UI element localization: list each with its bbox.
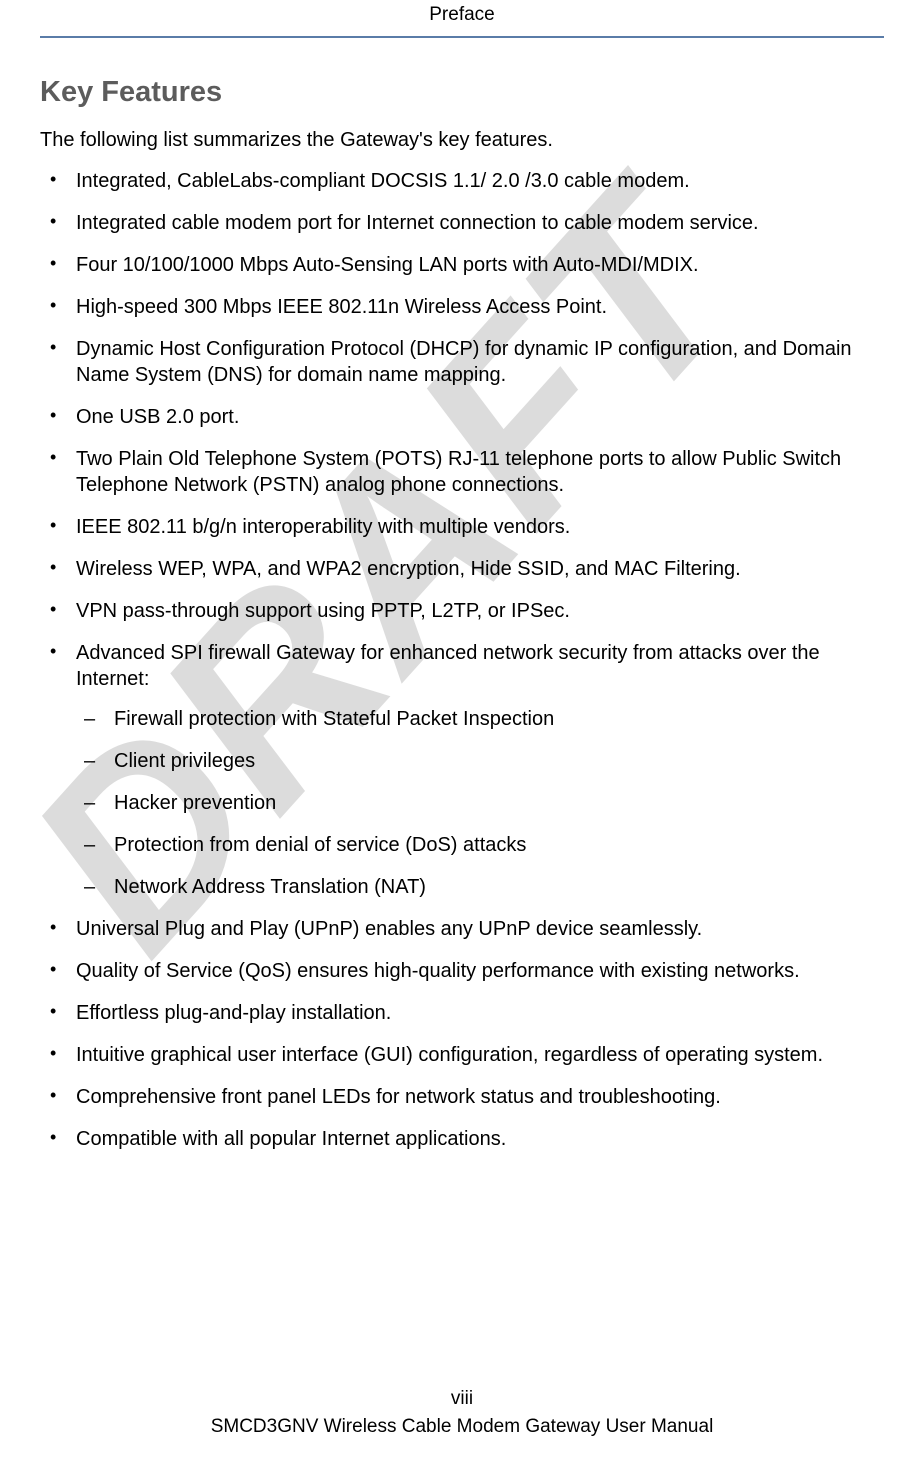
feature-item: Quality of Service (QoS) ensures high-qu… bbox=[40, 958, 884, 984]
firewall-subitem: Client privileges bbox=[76, 748, 884, 774]
feature-item: Compatible with all popular Internet app… bbox=[40, 1126, 884, 1152]
feature-item: Four 10/100/1000 Mbps Auto-Sensing LAN p… bbox=[40, 252, 884, 278]
page: DRAFT Preface Key Features The following… bbox=[0, 0, 924, 1458]
page-content: Preface Key Features The following list … bbox=[40, 0, 884, 1152]
firewall-sublist: Firewall protection with Stateful Packet… bbox=[76, 706, 884, 900]
feature-item: Dynamic Host Configuration Protocol (DHC… bbox=[40, 336, 884, 388]
feature-item: Integrated cable modem port for Internet… bbox=[40, 210, 884, 236]
feature-item: Comprehensive front panel LEDs for netwo… bbox=[40, 1084, 884, 1110]
feature-item: One USB 2.0 port. bbox=[40, 404, 884, 430]
feature-item: Universal Plug and Play (UPnP) enables a… bbox=[40, 916, 884, 942]
feature-item: Effortless plug-and-play installation. bbox=[40, 1000, 884, 1026]
feature-item: Wireless WEP, WPA, and WPA2 encryption, … bbox=[40, 556, 884, 582]
feature-item: High-speed 300 Mbps IEEE 802.11n Wireles… bbox=[40, 294, 884, 320]
feature-item: VPN pass-through support using PPTP, L2T… bbox=[40, 598, 884, 624]
page-footer: viii SMCD3GNV Wireless Cable Modem Gatew… bbox=[0, 1388, 924, 1438]
feature-item: Two Plain Old Telephone System (POTS) RJ… bbox=[40, 446, 884, 498]
section-intro: The following list summarizes the Gatewa… bbox=[40, 127, 884, 154]
page-number: viii bbox=[0, 1388, 924, 1410]
firewall-intro-text: Advanced SPI firewall Gateway for enhanc… bbox=[76, 642, 820, 690]
feature-item-firewall: Advanced SPI firewall Gateway for enhanc… bbox=[40, 640, 884, 900]
doc-title: SMCD3GNV Wireless Cable Modem Gateway Us… bbox=[0, 1416, 924, 1438]
feature-item: Integrated, CableLabs-compliant DOCSIS 1… bbox=[40, 168, 884, 194]
firewall-subitem: Hacker prevention bbox=[76, 790, 884, 816]
firewall-subitem: Network Address Translation (NAT) bbox=[76, 874, 884, 900]
feature-item: Intuitive graphical user interface (GUI)… bbox=[40, 1042, 884, 1068]
section-title: Key Features bbox=[40, 76, 884, 109]
firewall-subitem: Firewall protection with Stateful Packet… bbox=[76, 706, 884, 732]
feature-list: Integrated, CableLabs-compliant DOCSIS 1… bbox=[40, 168, 884, 1152]
firewall-subitem: Protection from denial of service (DoS) … bbox=[76, 832, 884, 858]
feature-item: IEEE 802.11 b/g/n interoperability with … bbox=[40, 514, 884, 540]
header-chapter: Preface bbox=[40, 0, 884, 38]
